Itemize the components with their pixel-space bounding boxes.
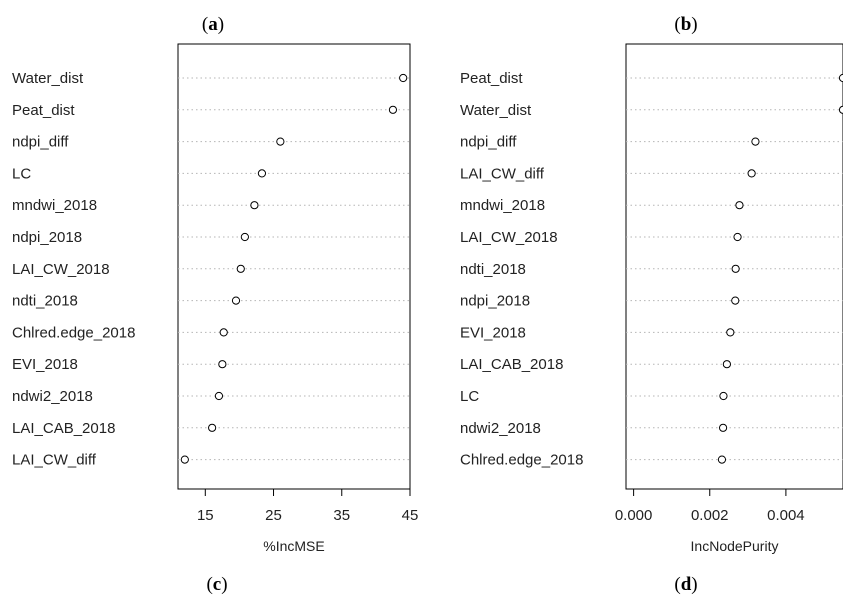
variable-label: LAI_CW_diff [12, 452, 97, 469]
data-point [718, 423, 728, 432]
plot-frame [177, 43, 411, 490]
variable-label: ndpi_diff [12, 134, 69, 151]
x-axis-label: IncNodePurity [691, 538, 779, 554]
variable-label: ndti_2018 [460, 261, 526, 278]
data-point [218, 360, 227, 369]
data-point [731, 264, 740, 273]
variable-label: Peat_dist [460, 70, 523, 87]
x-tick-label: 25 [265, 507, 282, 524]
variable-label: EVI_2018 [12, 356, 78, 373]
variable-label: LAI_CW_2018 [460, 229, 558, 246]
variable-label: LAI_CW_diff [460, 165, 545, 182]
data-point [731, 296, 740, 305]
data-point [838, 73, 843, 83]
variable-label: Chlred.edge_2018 [460, 452, 583, 469]
variable-label: mndwi_2018 [12, 197, 97, 214]
variable-label: EVI_2018 [460, 324, 526, 341]
data-point [747, 169, 756, 178]
data-point [399, 73, 408, 83]
x-tick-label: 0.002 [691, 507, 729, 524]
variable-label: LC [12, 165, 31, 182]
panel-label-a: (a) [202, 14, 224, 35]
data-point [722, 360, 731, 369]
variable-label: ndpi_diff [460, 134, 517, 151]
data-point [180, 455, 189, 464]
data-point [388, 105, 398, 114]
variable-label: ndpi_2018 [12, 229, 82, 246]
data-point [250, 201, 259, 210]
plot-frame [625, 43, 843, 490]
data-point [214, 391, 224, 401]
x-tick-label: 0.000 [615, 507, 653, 524]
variable-label: mndwi_2018 [460, 197, 545, 214]
variable-label: ndwi2_2018 [460, 420, 541, 437]
data-point [236, 264, 245, 273]
data-point [257, 169, 267, 178]
x-tick-label: 35 [333, 507, 350, 524]
data-point [717, 455, 727, 464]
data-point [219, 328, 228, 337]
data-point [240, 232, 249, 242]
data-point [733, 232, 742, 242]
variable-label: ndwi2_2018 [12, 388, 93, 405]
inc-node-purity-dotchart: Peat_dist Water_dist ndpi_diff LAI_CW_diffm… [460, 43, 843, 554]
variable-label: LAI_CAB_2018 [12, 420, 115, 437]
x-tick-label: 0.004 [767, 507, 805, 524]
variable-label: Water_dist [12, 70, 84, 87]
variable-label: ndpi_2018 [460, 293, 530, 310]
variable-label: LC [460, 388, 479, 405]
variable-label: Water_dist [460, 102, 532, 119]
data-point [276, 137, 285, 146]
panel-label-b: (b) [674, 14, 697, 35]
variable-label: Peat_dist [12, 102, 75, 119]
data-point [751, 137, 760, 146]
data-point [838, 105, 843, 114]
variable-label: Chlred.edge_2018 [12, 324, 135, 341]
variable-label: LAI_CW_2018 [12, 261, 110, 278]
inc-mse-dotchart: Water_dist Peat_dist ndpi_diff LC mndwi_2018… [12, 43, 419, 554]
panel-label-c: (c) [206, 574, 227, 595]
panel-label-d: (d) [674, 574, 697, 595]
data-point [719, 391, 728, 401]
data-point [726, 328, 735, 337]
x-tick-label: 45 [402, 507, 419, 524]
variable-label: ndti_2018 [12, 293, 78, 310]
data-point [231, 296, 241, 305]
x-tick-label: 15 [197, 507, 214, 524]
data-point [735, 201, 744, 210]
data-point [208, 423, 217, 432]
x-axis-label: %IncMSE [263, 538, 324, 554]
variable-label: LAI_CAB_2018 [460, 356, 563, 373]
